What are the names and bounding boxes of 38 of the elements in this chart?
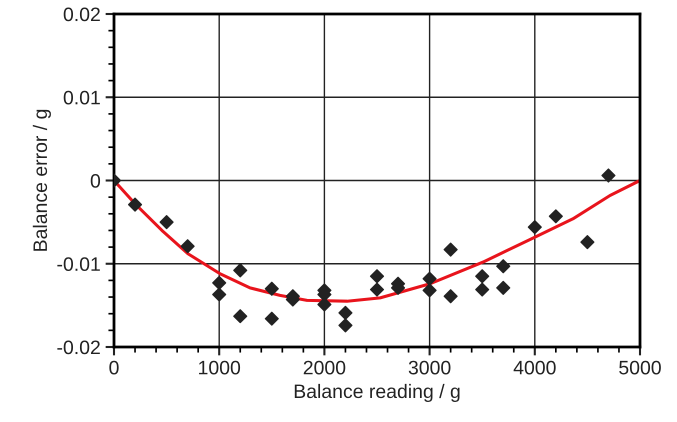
point: [422, 283, 437, 298]
point: [475, 269, 490, 284]
point: [128, 198, 142, 212]
point: [233, 309, 248, 324]
x-tick-label: 2000: [304, 360, 346, 374]
x-tick-label: 0: [109, 360, 119, 374]
point: [212, 287, 226, 302]
point: [233, 263, 248, 278]
y-tick-label: -0.01: [57, 257, 100, 271]
x-tick-label: 1000: [199, 360, 240, 374]
point: [370, 282, 384, 297]
point: [264, 282, 279, 296]
y-tick-label: 0.02: [64, 7, 100, 22]
point: [422, 272, 437, 286]
y-tick-label: 0: [90, 174, 100, 188]
y-axis-title: Balance error / g: [32, 110, 51, 251]
x-tick-label: 3000: [408, 360, 450, 374]
point: [370, 269, 384, 284]
x-axis-title: Balance reading / g: [294, 384, 460, 402]
point: [444, 289, 458, 304]
point: [444, 242, 458, 257]
point: [160, 215, 174, 230]
point: [496, 280, 510, 295]
point: [338, 306, 352, 320]
y-tick-label: 0.01: [64, 90, 100, 104]
y-tick-label: -0.02: [57, 340, 100, 354]
point: [212, 276, 226, 290]
x-tick-label: 4000: [514, 360, 556, 374]
point: [496, 259, 510, 274]
point: [338, 318, 352, 332]
x-tick-label: 5000: [619, 360, 661, 374]
point: [180, 239, 195, 254]
point: [264, 312, 279, 326]
point: [601, 168, 616, 183]
point: [580, 235, 594, 250]
point: [548, 209, 563, 224]
point: [475, 282, 490, 297]
point: [528, 220, 542, 234]
